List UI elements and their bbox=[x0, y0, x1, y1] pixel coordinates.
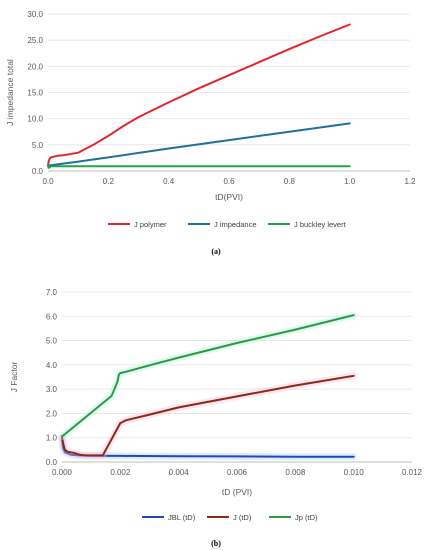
legend-label: Jp (tD) bbox=[295, 513, 318, 522]
x-tick-label: 1.2 bbox=[404, 177, 416, 186]
legend-label: J (tD) bbox=[233, 513, 252, 522]
x-tick-label: 0.010 bbox=[344, 468, 365, 477]
series-line-j-td bbox=[61, 374, 355, 457]
legend-label: J impedance bbox=[214, 220, 257, 229]
figure-caption: (a) bbox=[211, 247, 221, 256]
legend-label: J buckley levert bbox=[294, 220, 347, 229]
figure-caption: (b) bbox=[211, 539, 221, 548]
series-line-jp-td bbox=[61, 314, 355, 438]
x-tick-label: 0.002 bbox=[110, 468, 131, 477]
series-line-j-buckley-levert bbox=[47, 164, 351, 169]
y-tick-label: 7.0 bbox=[46, 288, 58, 297]
y-tick-label: 0.0 bbox=[32, 167, 44, 176]
series-glow bbox=[58, 372, 358, 459]
y-tick-label: 2.0 bbox=[46, 409, 58, 418]
x-tick-label: 0.000 bbox=[52, 468, 73, 477]
x-axis-label: tD (PVI) bbox=[222, 487, 252, 497]
y-tick-label: 5.0 bbox=[32, 141, 44, 150]
chart-panel-b: 0.0 1.0 2.0 3.0 4.0 5.0 6.0 7.0 0.000 0.002 0.004 0… bbox=[0, 276, 432, 550]
y-tick-label: 5.0 bbox=[46, 337, 58, 346]
chart-a-svg: 0.0 5.0 10.0 15.0 20.0 25.0 30.0 0.0 0.2 0.4 0.6 0.… bbox=[5, 10, 416, 256]
x-tick-label: 0.4 bbox=[163, 177, 175, 186]
x-tick-label: 0.2 bbox=[103, 177, 115, 186]
y-axis-label: J Factor bbox=[9, 361, 19, 392]
x-tick-label: 1.0 bbox=[344, 177, 356, 186]
x-tick-label: 0.0 bbox=[42, 177, 54, 186]
legend-label: JBL (tD) bbox=[168, 513, 196, 522]
y-tick-label: 20.0 bbox=[27, 62, 43, 71]
y-tick-label: 0.0 bbox=[46, 458, 58, 467]
y-tick-label: 3.0 bbox=[46, 385, 58, 394]
y-tick-label: 6.0 bbox=[46, 312, 58, 321]
y-tick-label: 30.0 bbox=[27, 10, 43, 19]
x-axis-label: tD(PVI) bbox=[215, 192, 243, 202]
x-tick-label: 0.006 bbox=[227, 468, 248, 477]
y-tick-label: 10.0 bbox=[27, 115, 43, 124]
x-tick-label: 0.6 bbox=[223, 177, 235, 186]
x-tick-label: 0.012 bbox=[402, 468, 423, 477]
series-line-j-polymer bbox=[47, 23, 351, 167]
y-tick-label: 1.0 bbox=[46, 434, 58, 443]
chart-b-svg: 0.0 1.0 2.0 3.0 4.0 5.0 6.0 7.0 0.000 0.002 0.004 0… bbox=[9, 288, 423, 548]
series-line-j-impedance bbox=[47, 122, 351, 167]
chart-panel-a: 0.0 5.0 10.0 15.0 20.0 25.0 30.0 0.0 0.2 0.4 0.6 0.… bbox=[0, 0, 432, 272]
y-tick-label: 4.0 bbox=[46, 361, 58, 370]
y-tick-label: 15.0 bbox=[27, 89, 43, 98]
y-axis-label: J impedance total bbox=[5, 59, 15, 126]
legend-label: J polymer bbox=[134, 220, 167, 229]
x-tick-label: 0.004 bbox=[169, 468, 190, 477]
x-tick-label: 0.8 bbox=[284, 177, 296, 186]
series-glow bbox=[58, 311, 358, 440]
x-tick-label: 0.008 bbox=[285, 468, 306, 477]
y-tick-label: 25.0 bbox=[27, 36, 43, 45]
